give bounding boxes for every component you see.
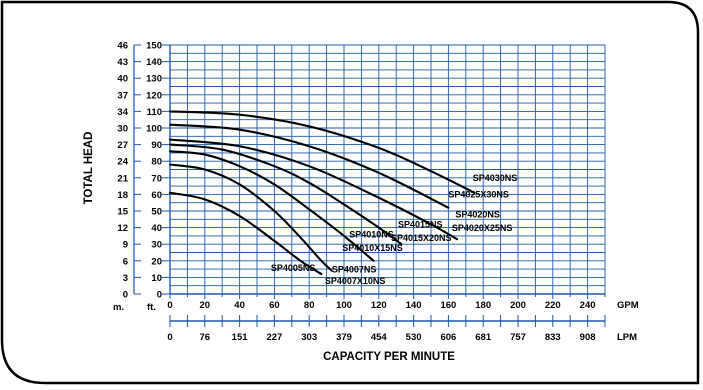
- label-sp4020x25ns: SP4020X25NS: [452, 223, 513, 233]
- y-tick-label: 70: [151, 173, 162, 184]
- label-sp4007ns: SP4007NS: [332, 264, 377, 274]
- label-sp4010x15ns: SP4010X15NS: [342, 243, 403, 253]
- y-unit-ft: ft.: [147, 302, 156, 313]
- x-tick-label: 180: [475, 300, 491, 311]
- label-sp4025x30ns: SP4025X30NS: [448, 190, 509, 200]
- x-tick-label: 60: [269, 300, 280, 311]
- x2-tick-label: 379: [336, 332, 352, 343]
- x2-tick-label: 681: [475, 332, 492, 343]
- x2-tick-label: 606: [440, 332, 456, 343]
- curve-sp4030ns: [168, 110, 476, 194]
- x2-tick-label: 303: [301, 332, 317, 343]
- y-tick-label: 10: [151, 273, 162, 284]
- x-tick-label: 140: [406, 300, 422, 311]
- x2-tick-label: 0: [167, 332, 172, 343]
- axes: 0010320630940125015601870218024902710030…: [117, 41, 606, 343]
- y-unit-m: m.: [113, 302, 124, 313]
- curve-sp4007ns: [168, 163, 333, 272]
- y2-tick-label: 43: [117, 57, 128, 68]
- grid: [169, 44, 606, 295]
- y-tick-label: 120: [146, 90, 162, 101]
- x2-tick-label: 530: [406, 332, 422, 343]
- curve-sp4015ns: [168, 143, 403, 246]
- curve-sp4010ns: [168, 150, 375, 262]
- pump-curves: [168, 110, 476, 276]
- x-tick-label: 80: [304, 300, 315, 311]
- y2-tick-label: 46: [117, 41, 128, 52]
- label-sp4005ns: SP4005NS: [271, 263, 316, 273]
- x2-tick-label: 833: [545, 332, 561, 343]
- y-axis-title: TOTAL HEAD: [83, 132, 95, 205]
- y-tick-label: 0: [157, 290, 162, 301]
- x2-tick-label: 76: [200, 332, 211, 343]
- x-tick-label: 100: [336, 300, 352, 311]
- y2-tick-label: 3: [123, 273, 128, 284]
- y2-tick-label: 21: [117, 173, 128, 184]
- label-sp4007x10ns: SP4007X10NS: [325, 276, 386, 286]
- y-tick-label: 90: [151, 140, 162, 151]
- axis-titles: TOTAL HEAD CAPACITY PER MINUTE ft. m. GP…: [83, 132, 639, 363]
- x2-tick-label: 908: [580, 332, 596, 343]
- x2-tick-label: 757: [510, 332, 526, 343]
- label-sp4020ns: SP4020NS: [455, 210, 500, 220]
- x-tick-label: 40: [234, 300, 245, 311]
- x-tick-label: 160: [440, 300, 456, 311]
- curve-sp4025x30ns: [168, 123, 450, 209]
- y2-tick-label: 6: [123, 256, 128, 267]
- y2-tick-label: 15: [117, 207, 128, 218]
- y-tick-label: 130: [146, 74, 162, 85]
- y-tick-label: 20: [151, 256, 162, 267]
- y2-tick-label: 37: [117, 90, 128, 101]
- x-tick-label: 20: [200, 300, 211, 311]
- y-tick-label: 140: [146, 57, 162, 68]
- label-sp4030ns: SP4030NS: [473, 173, 518, 183]
- curve-sp4005ns: [168, 191, 323, 276]
- x2-tick-label: 151: [232, 332, 249, 343]
- y2-tick-label: 0: [123, 290, 128, 301]
- y-tick-label: 100: [146, 124, 162, 135]
- label-sp4015ns: SP4015NS: [398, 220, 443, 230]
- label-sp4010ns: SP4010NS: [349, 230, 394, 240]
- y2-tick-label: 40: [117, 74, 128, 85]
- y2-tick-label: 34: [117, 107, 128, 118]
- y2-tick-label: 9: [123, 240, 128, 251]
- y2-tick-label: 24: [117, 157, 128, 168]
- y-tick-label: 150: [146, 41, 162, 52]
- y2-tick-label: 27: [117, 140, 128, 151]
- x-unit-gpm: GPM: [617, 300, 639, 311]
- x-tick-label: 240: [580, 300, 596, 311]
- y-tick-label: 40: [151, 223, 162, 234]
- x-tick-label: 220: [545, 300, 561, 311]
- x-tick-label: 200: [510, 300, 526, 311]
- x-unit-lpm: LPM: [617, 332, 637, 343]
- x2-tick-label: 454: [371, 332, 388, 343]
- x-tick-label: 0: [167, 300, 172, 311]
- y-tick-label: 30: [151, 240, 162, 251]
- y2-tick-label: 12: [117, 223, 128, 234]
- label-sp4015x20ns: SP4015X20NS: [391, 233, 452, 243]
- y-tick-label: 50: [151, 207, 162, 218]
- y2-tick-label: 30: [117, 124, 128, 135]
- y-tick-label: 110: [147, 107, 162, 118]
- curve-sp4020ns: [168, 138, 459, 241]
- curve-labels: SP4005NS SP4007NSSP4007X10NSSP4010NSSP401…: [271, 173, 517, 286]
- x-tick-label: 120: [371, 300, 387, 311]
- x2-tick-label: 227: [266, 332, 282, 343]
- x-axis-title: CAPACITY PER MINUTE: [323, 351, 455, 363]
- y2-tick-label: 18: [117, 190, 128, 201]
- y-tick-label: 80: [151, 157, 162, 168]
- y-tick-label: 60: [151, 190, 162, 201]
